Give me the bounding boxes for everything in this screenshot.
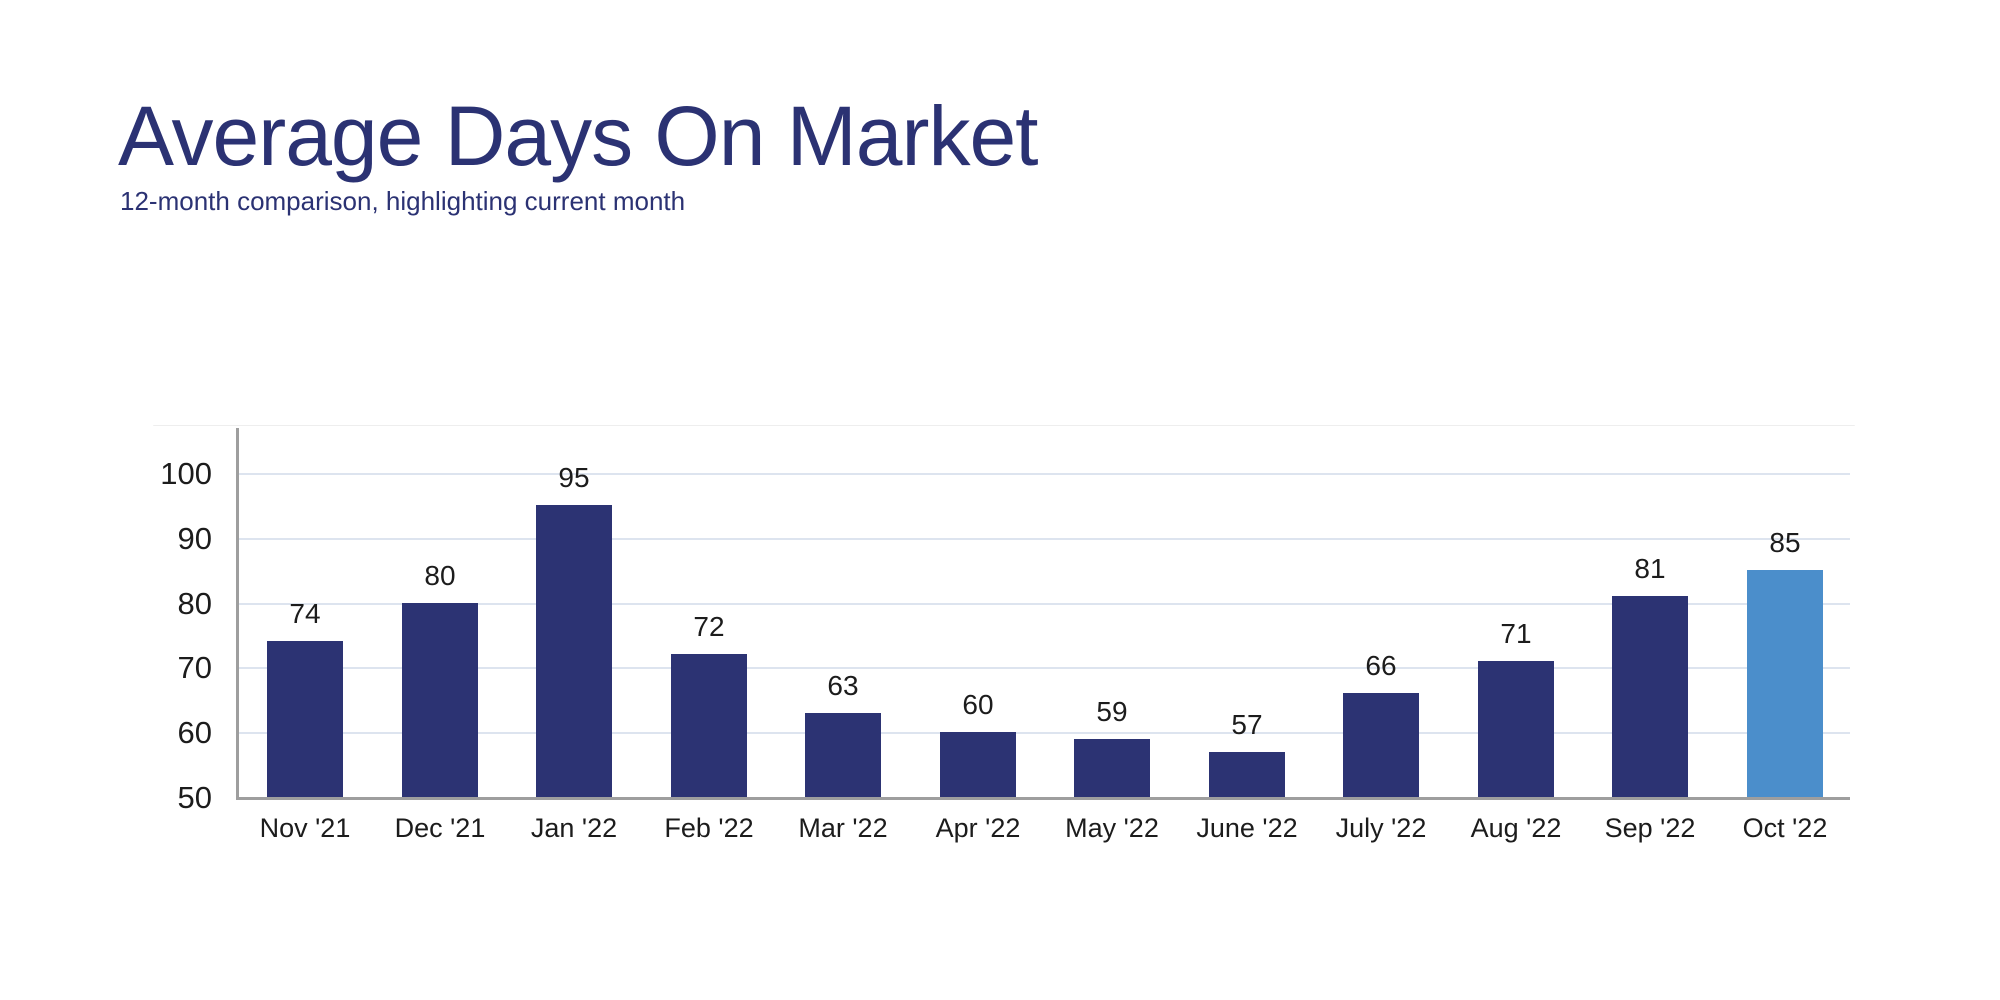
x-axis-tick-label: Mar '22: [798, 813, 888, 843]
chart-card-top-border: [153, 425, 1855, 426]
x-axis-tick-label: Dec '21: [394, 813, 486, 843]
x-axis-tick-label: Apr '22: [935, 813, 1021, 843]
bar-Apr '22[interactable]: [940, 732, 1016, 797]
gridline-60: [236, 732, 1850, 734]
bar-value-label: 66: [1365, 650, 1397, 681]
bar-value-label: 85: [1769, 527, 1801, 558]
bar-value-label: 71: [1500, 618, 1532, 649]
bar-Feb '22[interactable]: [671, 654, 747, 797]
y-axis-tick-label: 70: [177, 650, 212, 685]
bar-value-label: 59: [1096, 696, 1128, 727]
x-axis-tick-label: Jan '22: [530, 813, 618, 843]
y-axis-tick-label: 50: [177, 780, 212, 815]
gridline-100: [236, 473, 1850, 475]
x-axis-tick-label: July '22: [1335, 813, 1427, 843]
x-axis-tick-label: June '22: [1196, 813, 1298, 843]
chart-title: Average Days On Market: [118, 89, 1039, 183]
gridline-80: [236, 603, 1850, 605]
x-axis-tick-label: Nov '21: [259, 813, 351, 843]
y-axis-tick-label: 80: [177, 586, 212, 621]
x-axis-tick-label: Sep '22: [1604, 813, 1696, 843]
bar-Nov '21[interactable]: [267, 641, 343, 797]
bar-value-label: 60: [962, 689, 994, 720]
bar-Jan '22[interactable]: [536, 505, 612, 797]
gridline-70: [236, 667, 1850, 669]
bar-May '22[interactable]: [1074, 739, 1150, 797]
x-axis-tick-label: Oct '22: [1742, 813, 1828, 843]
bar-value-label: 95: [558, 462, 590, 493]
bar-July '22[interactable]: [1343, 693, 1419, 797]
bar-value-label: 74: [289, 598, 321, 629]
bar-Sep '22[interactable]: [1612, 596, 1688, 797]
x-axis-tick-label: May '22: [1065, 813, 1159, 843]
bar-value-label: 72: [693, 611, 725, 642]
y-axis-line: [236, 428, 239, 800]
bar-value-label: 63: [827, 670, 859, 701]
bar-Dec '21[interactable]: [402, 603, 478, 797]
chart-subtitle: 12-month comparison, highlighting curren…: [120, 186, 686, 216]
bar-value-label: 57: [1231, 709, 1263, 740]
bar-value-label: 80: [424, 560, 456, 591]
x-axis-line: [236, 797, 1850, 800]
gridline-90: [236, 538, 1850, 540]
bar-Aug '22[interactable]: [1478, 661, 1554, 797]
y-axis-tick-label: 90: [177, 521, 212, 556]
x-axis-tick-label: Feb '22: [664, 813, 754, 843]
bar-Mar '22[interactable]: [805, 713, 881, 797]
y-axis-tick-label: 100: [160, 456, 212, 491]
y-axis-tick-label: 60: [177, 715, 212, 750]
bar-value-label: 81: [1634, 553, 1666, 584]
bar-June '22[interactable]: [1209, 752, 1285, 797]
bar-Oct '22[interactable]: [1747, 570, 1823, 797]
x-axis-tick-label: Aug '22: [1470, 813, 1562, 843]
